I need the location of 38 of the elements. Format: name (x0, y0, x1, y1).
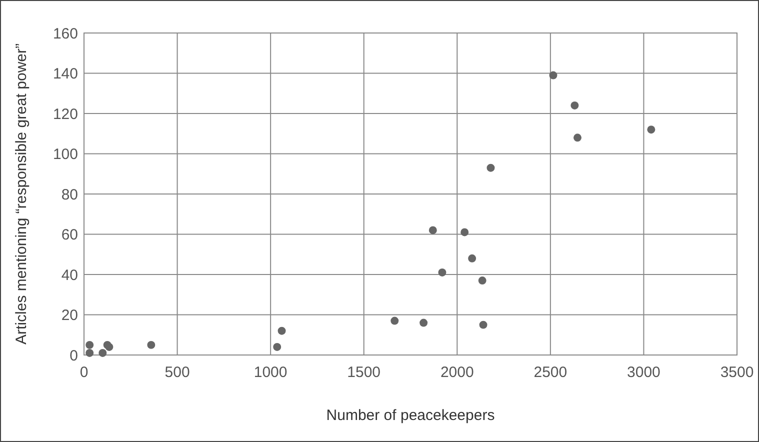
point (468, 254, 476, 262)
point (278, 326, 286, 335)
x-axis-title: Number of peacekeepers (326, 407, 495, 424)
point (549, 71, 558, 80)
x-tick-label: 1000 (254, 364, 288, 381)
x-tick-label: 3500 (720, 364, 754, 381)
x-tick-label: 500 (164, 364, 190, 381)
point (486, 164, 495, 172)
y-tick-label: 80 (61, 186, 78, 204)
y-tick-label: 0 (70, 347, 78, 364)
point (460, 228, 469, 236)
point (478, 276, 486, 285)
x-tick-label: 2500 (534, 364, 568, 381)
y-tick-label: 100 (52, 146, 78, 163)
point (428, 226, 437, 234)
y-tick-label: 20 (61, 307, 78, 324)
y-tick-label: 160 (52, 25, 78, 42)
point (98, 349, 107, 357)
y-tick-label: 40 (61, 266, 78, 284)
x-tick-label: 3000 (627, 364, 660, 381)
point (420, 318, 428, 327)
y-axis-title: Articles mentioning “responsible great power” (13, 44, 30, 344)
point (390, 316, 399, 325)
point (647, 126, 656, 134)
y-tick-label: 140 (52, 66, 78, 82)
x-tick-label: 2000 (440, 364, 474, 381)
y-tick-label: 120 (52, 106, 78, 123)
x-tick-label: 1500 (347, 364, 381, 381)
point (438, 268, 446, 276)
point (147, 340, 156, 349)
x-tick-label: 0 (80, 364, 88, 381)
point (573, 134, 582, 142)
point (86, 349, 94, 357)
point (479, 320, 488, 329)
point (86, 340, 94, 349)
y-tick-label: 60 (61, 226, 78, 244)
point (570, 101, 579, 110)
point (273, 342, 282, 351)
